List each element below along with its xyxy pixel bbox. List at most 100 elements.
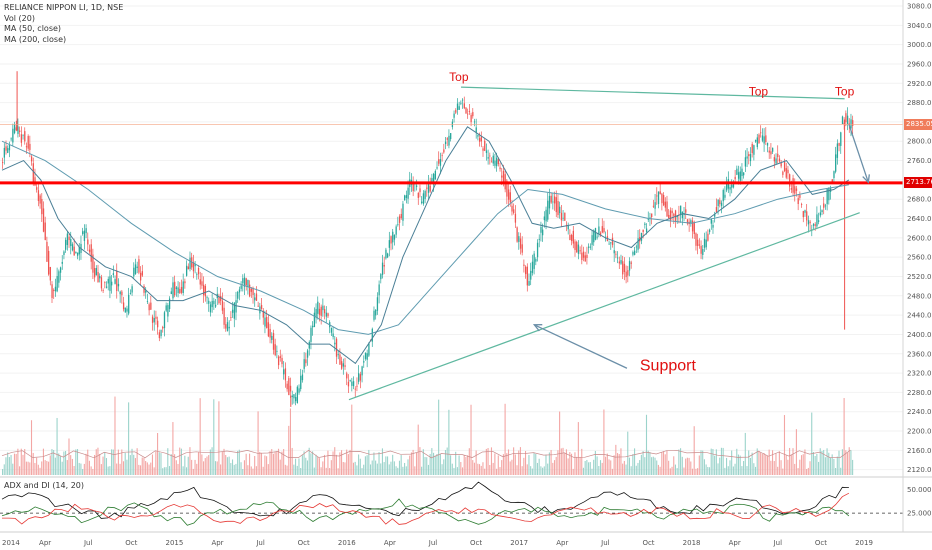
candle-body — [13, 124, 16, 134]
volume-bar — [625, 464, 627, 475]
volume-bar — [197, 452, 200, 475]
volume-bar — [593, 459, 595, 475]
candle-body — [245, 278, 247, 286]
candle-body — [852, 120, 854, 126]
candle-body — [550, 195, 552, 203]
volume-bar — [131, 448, 133, 475]
candle-body — [501, 175, 503, 178]
candle-body — [192, 262, 195, 272]
candle-body — [436, 167, 438, 169]
volume-bar — [524, 450, 527, 475]
candle-body — [240, 285, 242, 289]
candle-body — [226, 322, 229, 331]
volume-bar — [70, 455, 72, 475]
volume-bar — [177, 463, 179, 475]
candle-body — [489, 155, 491, 157]
candle-body — [763, 136, 765, 144]
candle-body — [211, 300, 213, 308]
candle-body — [427, 183, 430, 193]
annotation-label: Support — [640, 358, 697, 375]
candle-body — [708, 229, 711, 233]
volume-bar — [790, 454, 792, 475]
candle-body — [797, 198, 799, 205]
candle-body — [761, 135, 764, 141]
volume-bar — [836, 456, 838, 475]
volume-bar — [518, 450, 520, 475]
volume-bar — [369, 464, 372, 475]
volume-bar — [584, 461, 586, 475]
volume-bar — [460, 462, 462, 475]
candle-body — [800, 204, 803, 205]
candle-body — [22, 134, 24, 136]
candle-body — [68, 236, 70, 241]
volume-bar — [342, 462, 344, 475]
candle-body — [228, 326, 230, 329]
last-price-tag: 2835.05 — [904, 118, 932, 130]
candle-body — [833, 171, 835, 178]
volume-bar — [526, 464, 528, 475]
volume-bar — [552, 462, 554, 475]
volume-bar — [111, 449, 113, 475]
volume-bar — [71, 458, 73, 475]
candle-body — [231, 309, 234, 313]
volume-bar — [151, 454, 154, 475]
volume-bar — [196, 463, 198, 475]
candle-body — [594, 228, 597, 240]
volume-bar — [351, 404, 353, 475]
volume-bar — [814, 455, 816, 475]
volume-bar — [415, 452, 418, 475]
candle-body — [770, 151, 772, 155]
volume-bar — [507, 449, 510, 475]
volume-bar — [572, 468, 574, 475]
y-tick-label: 2880.00 — [907, 99, 932, 107]
volume-bar — [789, 447, 791, 475]
candle-body — [88, 249, 91, 252]
candle-body — [87, 239, 89, 245]
volume-bar — [392, 454, 394, 475]
volume-bar — [475, 450, 477, 475]
volume-bar — [531, 468, 533, 475]
volume-bar — [182, 466, 184, 475]
x-tick-label: Jul — [83, 539, 93, 547]
candle-body — [574, 241, 576, 250]
candle-body — [306, 350, 309, 358]
volume-bar — [174, 454, 176, 475]
volume-bar — [509, 461, 511, 475]
volume-bar — [373, 452, 375, 475]
volume-bar — [450, 455, 452, 475]
candle-body — [184, 281, 186, 284]
volume-bar — [146, 462, 148, 475]
volume-bar — [192, 468, 194, 475]
volume-bar — [65, 450, 67, 475]
volume-bar — [780, 460, 782, 475]
candle-body — [765, 135, 767, 142]
volume-bar — [109, 466, 111, 475]
candle-body — [806, 211, 808, 221]
volume-bar — [676, 468, 678, 475]
volume-bar — [499, 467, 501, 475]
candle-body — [509, 192, 511, 203]
candle-body — [257, 305, 259, 307]
volume-bar — [286, 465, 288, 475]
candle-body — [545, 209, 547, 222]
x-tick-label: 2018 — [683, 539, 701, 547]
volume-bar — [397, 467, 399, 475]
volume-bar — [254, 455, 256, 475]
candle-body — [119, 291, 121, 295]
candle-body — [163, 312, 166, 329]
candle-body — [662, 194, 665, 206]
candle-body — [431, 177, 433, 183]
candle-body — [93, 268, 96, 278]
volume-bar — [567, 458, 569, 475]
volume-bar — [274, 451, 276, 475]
volume-bar — [649, 452, 651, 475]
volume-bar — [492, 462, 494, 475]
candle-body — [845, 113, 847, 123]
volume-bar — [630, 466, 632, 475]
candle-body — [121, 291, 123, 296]
volume-bar — [516, 465, 518, 475]
candle-body — [426, 187, 428, 189]
volume-bar — [843, 398, 845, 475]
volume-bar — [427, 464, 429, 475]
volume-bar — [189, 447, 191, 475]
